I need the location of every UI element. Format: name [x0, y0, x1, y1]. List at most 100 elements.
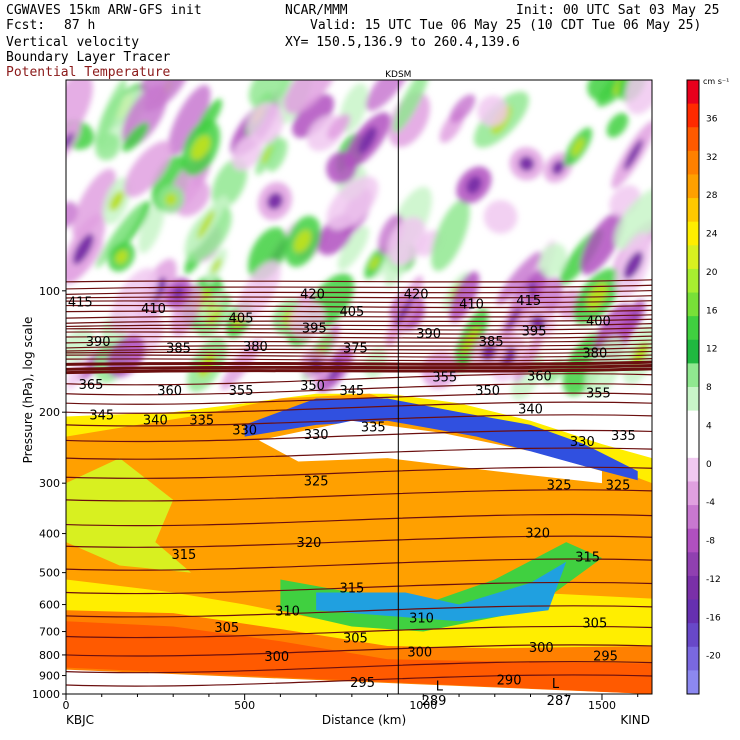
theta-line [66, 414, 652, 427]
theta-line [66, 660, 652, 674]
model-title: CGWAVES 15km ARW-GFS init [6, 3, 202, 18]
theta-line [66, 339, 652, 344]
colorbar-label: 32 [706, 153, 717, 163]
velocity-cell [95, 203, 143, 269]
colorbar-swatch [687, 552, 699, 577]
colorbar-label: 20 [706, 268, 718, 278]
velocity-core [109, 191, 124, 212]
theta-line [66, 447, 652, 460]
theta-label: 345 [89, 409, 114, 424]
colorbar-swatch [687, 198, 699, 223]
velocity-core [571, 137, 585, 156]
theta-label: 315 [172, 548, 197, 563]
theta-label: 405 [229, 311, 254, 326]
theta-line [66, 513, 652, 527]
theta-label: 395 [302, 321, 327, 336]
colorbar-swatch [687, 245, 699, 270]
theta-label: 390 [86, 335, 111, 350]
theta-label: 300 [407, 646, 432, 661]
velocity-cell [231, 135, 263, 171]
velocity-cell [337, 226, 370, 271]
theta-line [66, 373, 652, 386]
velocity-cell [580, 212, 624, 275]
colorbar-frame [686, 79, 700, 695]
colorbar-swatch [687, 410, 699, 435]
forecast-hours: 87 h [64, 18, 96, 33]
velocity-cell [625, 80, 652, 115]
theta-label: 330 [570, 435, 595, 450]
theta-line [66, 327, 652, 331]
velocity-cell [237, 260, 281, 321]
theta-label: 310 [409, 612, 434, 627]
colorbar-label: -8 [706, 537, 715, 547]
y-tick-label: 800 [39, 649, 60, 662]
x-tick-label: 1000 [409, 699, 437, 712]
velocity-cell [122, 122, 149, 152]
colorbar-swatch [687, 80, 699, 105]
x-axis: 0 500 1000 1500 [63, 694, 639, 712]
velocity-cell [449, 271, 480, 322]
velocity-core [211, 258, 222, 274]
theta-label: 315 [575, 550, 600, 565]
y-tick-label: 600 [39, 599, 60, 612]
theta-line [66, 318, 652, 324]
velocity-core [72, 233, 94, 265]
theta-line [66, 466, 652, 479]
tracer-lime [66, 458, 192, 573]
theta-label: 380 [243, 340, 268, 355]
colorbar-units: cm s⁻¹ [703, 77, 729, 86]
velocity-core [262, 145, 274, 164]
y-axis: 100 200 300 400 500 600 700 800 900 1000 [32, 285, 66, 701]
theta-line [66, 358, 652, 362]
field-bl-tracer: Boundary Layer Tracer [6, 50, 171, 65]
x-tick-label: 0 [63, 699, 70, 712]
theta-label: 415 [516, 294, 541, 309]
colorbar-label: -20 [706, 652, 721, 662]
theta-contours [66, 279, 652, 687]
theta-label: 355 [586, 387, 611, 402]
velocity-core [530, 315, 546, 331]
colorbar-swatch [687, 387, 699, 412]
colorbar-label: 12 [706, 345, 717, 355]
velocity-cell [138, 203, 165, 254]
theta-label: 350 [300, 379, 325, 394]
terrain [66, 671, 281, 694]
theta-label: 330 [304, 428, 329, 443]
tracer-shading [66, 393, 652, 694]
velocity-core [623, 251, 643, 280]
colorbar-label: -4 [706, 498, 715, 508]
velocity-cell [124, 140, 173, 198]
velocity-core [267, 192, 283, 210]
velocity-core [66, 132, 74, 150]
theta-label: 315 [339, 582, 364, 597]
colorbar-swatch [687, 528, 699, 553]
y-axis-label: Pressure (hPa), log scale [21, 317, 35, 464]
theta-label: 360 [527, 369, 552, 384]
colorbar-swatch [687, 292, 699, 317]
velocity-cell [292, 94, 334, 139]
theta-line [66, 429, 652, 443]
colorbar-swatch [687, 505, 699, 530]
velocity-core [205, 304, 221, 325]
theta-label: 325 [304, 474, 329, 489]
theta-line [66, 300, 652, 304]
x-axis-label: Distance (km) [322, 713, 406, 727]
colorbar-swatch [687, 127, 699, 152]
theta-label: 335 [611, 429, 636, 444]
theta-line [66, 360, 652, 366]
theta-line [66, 350, 652, 355]
theta-label: 365 [79, 378, 104, 393]
theta-label: 289 [422, 694, 447, 709]
theta-label: 295 [593, 650, 618, 665]
theta-label: 325 [547, 479, 572, 494]
colorbar-swatch [687, 316, 699, 341]
theta-label: 375 [343, 341, 368, 356]
theta-line [66, 674, 652, 687]
left-station-label: KBJC [66, 713, 94, 727]
theta-labels: 415 410 420 405 405 395 420 410 415 400 395 390 385 3… [68, 287, 636, 709]
theta-label: 410 [459, 297, 484, 312]
theta-line [66, 644, 652, 657]
velocity-core [466, 176, 482, 194]
theta-label: 340 [518, 403, 543, 418]
valid-time: Valid: 15 UTC Tue 06 May 25 (10 CDT Tue … [310, 18, 702, 33]
